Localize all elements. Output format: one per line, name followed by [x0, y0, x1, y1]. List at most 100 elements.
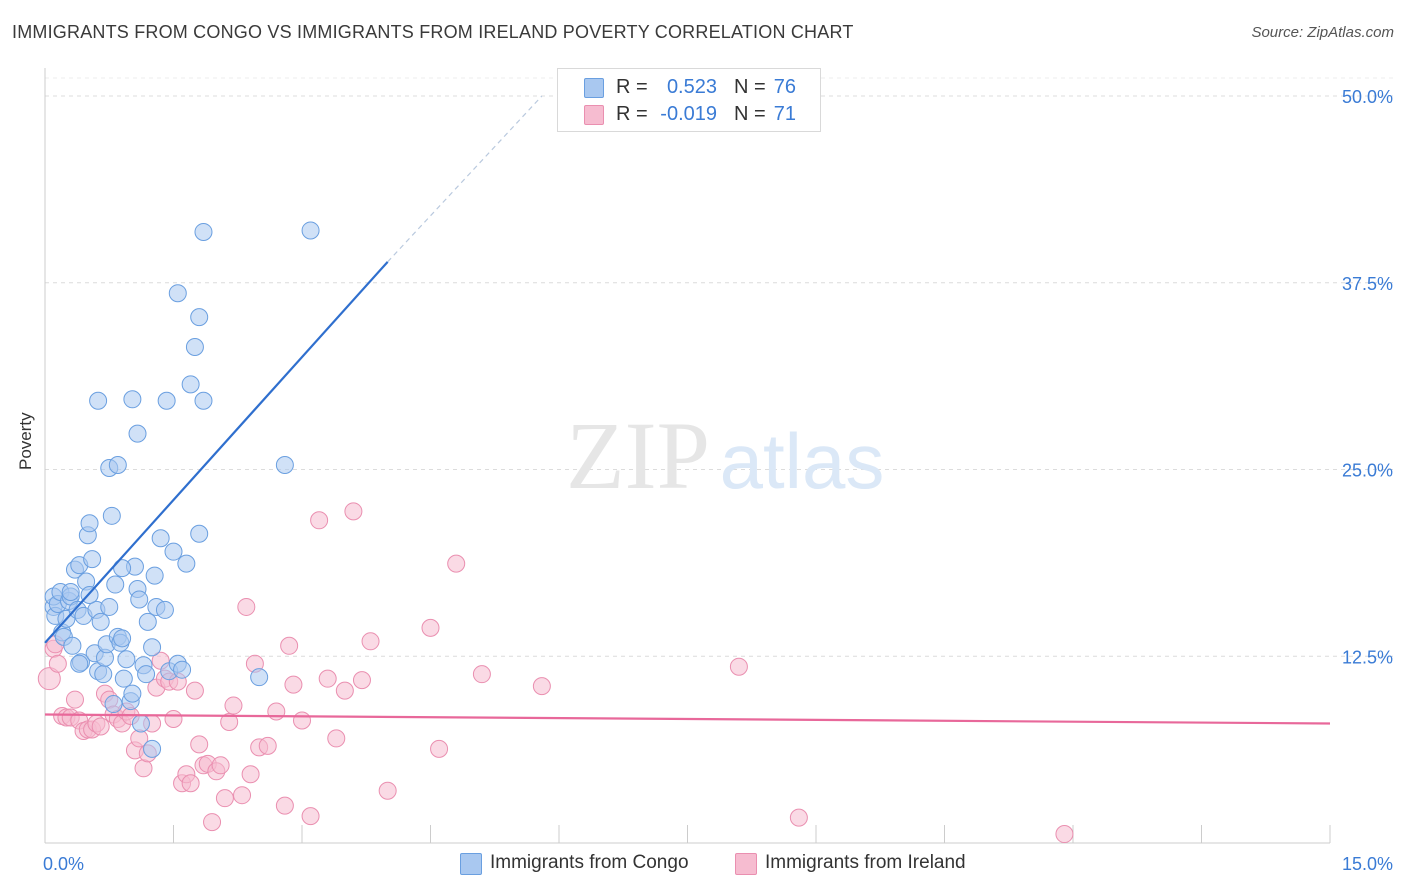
ireland-point-63: [361, 632, 380, 651]
ireland-n-value: 71: [773, 103, 796, 125]
ireland-point-44: [224, 696, 243, 715]
congo-swatch: [584, 78, 604, 98]
ireland-point-64: [378, 781, 397, 800]
ireland-trend-line: [44, 713, 1331, 725]
ireland-point-57: [310, 511, 329, 530]
ireland-r-value: -0.019: [660, 103, 717, 125]
ireland-point-66: [430, 739, 449, 758]
ireland-point-71: [789, 808, 808, 827]
y-tick-labels: 12.5% 25.0% 37.5% 50.0%: [1342, 87, 1393, 667]
ireland-point-70: [729, 657, 748, 676]
ireland-point-46: [237, 597, 256, 616]
congo-point-57: [190, 524, 209, 543]
congo-point-48: [151, 529, 170, 548]
congo-point-24: [94, 665, 113, 684]
chart-title: IMMIGRANTS FROM CONGO VS IMMIGRANTS FROM…: [12, 22, 854, 42]
congo-point-30: [106, 575, 125, 594]
trend-lines: [44, 95, 1331, 725]
ireland-point-50: [258, 736, 277, 755]
congo-point-35: [117, 650, 136, 669]
x-tick-labels: 0.0% 15.0%: [43, 854, 1393, 874]
ireland-point-43: [220, 712, 239, 731]
congo-point-55: [181, 375, 200, 394]
congo-r-value: 0.523: [666, 76, 717, 98]
grid-lines: [45, 77, 1394, 657]
ireland-point-62: [352, 671, 371, 690]
ireland-point-30: [164, 709, 183, 728]
congo-point-56: [185, 337, 204, 356]
ireland-point-0: [37, 667, 61, 691]
congo-point-37: [123, 684, 142, 703]
ireland-point-59: [327, 729, 346, 748]
ireland-point-23: [134, 759, 153, 778]
legend-ireland-label: Immigrants from Ireland: [765, 852, 966, 873]
congo-point-75: [61, 583, 80, 602]
congo-trend-extension: [387, 95, 543, 263]
ireland-point-39: [203, 813, 222, 832]
congo-point-51: [164, 542, 183, 561]
ireland-point-60: [335, 681, 354, 700]
ireland-point-68: [472, 665, 491, 684]
y-tick-label-0: 12.5%: [1342, 647, 1393, 667]
ireland-point-3: [48, 654, 67, 673]
congo-point-54: [177, 554, 196, 573]
congo-point-27: [100, 597, 119, 616]
ireland-series: [37, 502, 1074, 844]
axes: [44, 68, 1331, 844]
congo-trend-line: [44, 261, 389, 644]
y-axis-label: Poverty: [16, 412, 35, 470]
congo-point-68: [250, 668, 269, 687]
ireland-point-54: [284, 675, 303, 694]
watermark: ZIP atlas: [566, 402, 884, 509]
source-label: Source: ZipAtlas.com: [1251, 24, 1394, 41]
y-tick-label-1: 25.0%: [1342, 461, 1393, 481]
congo-point-63: [128, 424, 147, 443]
congo-point-23: [91, 612, 110, 631]
congo-point-45: [143, 739, 162, 758]
ireland-point-13: [91, 717, 110, 736]
ireland-swatch: [584, 105, 604, 125]
ireland-point-65: [421, 618, 440, 637]
congo-point-61: [108, 456, 127, 475]
congo-n-value: 76: [773, 76, 796, 98]
ireland-point-72: [1055, 825, 1074, 844]
ireland-point-58: [318, 669, 337, 688]
ireland-point-41: [211, 756, 230, 775]
congo-point-66: [190, 308, 209, 327]
congo-point-40: [130, 590, 149, 609]
y-tick-label-3: 50.0%: [1342, 87, 1393, 107]
stats-legend: R = 0.523 N = 76 R = -0.019 N = 71: [557, 68, 821, 132]
legend-row-ireland: R = -0.019 N = 71: [558, 100, 820, 128]
congo-point-62: [123, 390, 142, 409]
congo-point-53: [173, 660, 192, 679]
congo-point-28: [102, 506, 121, 525]
congo-r-label: R =: [616, 76, 648, 98]
ireland-point-34: [181, 774, 200, 793]
ireland-point-7: [65, 690, 84, 709]
ireland-point-56: [301, 807, 320, 826]
legend-ireland-swatch: [735, 853, 757, 875]
ireland-point-53: [280, 636, 299, 655]
watermark-zip: ZIP: [566, 402, 710, 509]
congo-point-58: [194, 391, 213, 410]
x-tick-label-0: 0.0%: [43, 854, 84, 874]
y-tick-label-2: 37.5%: [1342, 274, 1393, 294]
congo-point-49: [155, 600, 174, 619]
congo-point-33: [113, 629, 132, 648]
congo-point-46: [145, 566, 164, 585]
congo-point-44: [138, 612, 157, 631]
congo-n-label: N =: [734, 76, 766, 98]
ireland-n-label: N =: [734, 103, 766, 125]
congo-point-74: [143, 638, 162, 657]
ireland-point-55: [293, 711, 311, 730]
ireland-point-36: [190, 735, 209, 754]
ireland-r-label: R =: [616, 103, 648, 125]
ireland-point-42: [215, 789, 234, 808]
congo-point-70: [301, 221, 320, 240]
congo-point-19: [83, 550, 102, 569]
congo-point-41: [131, 714, 150, 733]
congo-point-34: [114, 669, 133, 688]
congo-point-10: [63, 636, 82, 655]
ireland-point-69: [532, 677, 551, 696]
